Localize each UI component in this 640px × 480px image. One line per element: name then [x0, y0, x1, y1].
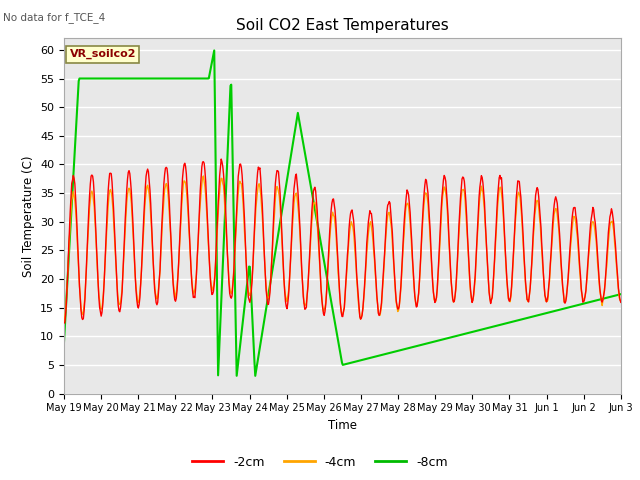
Y-axis label: Soil Temperature (C): Soil Temperature (C): [22, 155, 35, 277]
Text: No data for f_TCE_4: No data for f_TCE_4: [3, 12, 106, 23]
Title: Soil CO2 East Temperatures: Soil CO2 East Temperatures: [236, 18, 449, 33]
Legend: -2cm, -4cm, -8cm: -2cm, -4cm, -8cm: [187, 451, 453, 474]
X-axis label: Time: Time: [328, 419, 357, 432]
Text: VR_soilco2: VR_soilco2: [70, 49, 136, 60]
